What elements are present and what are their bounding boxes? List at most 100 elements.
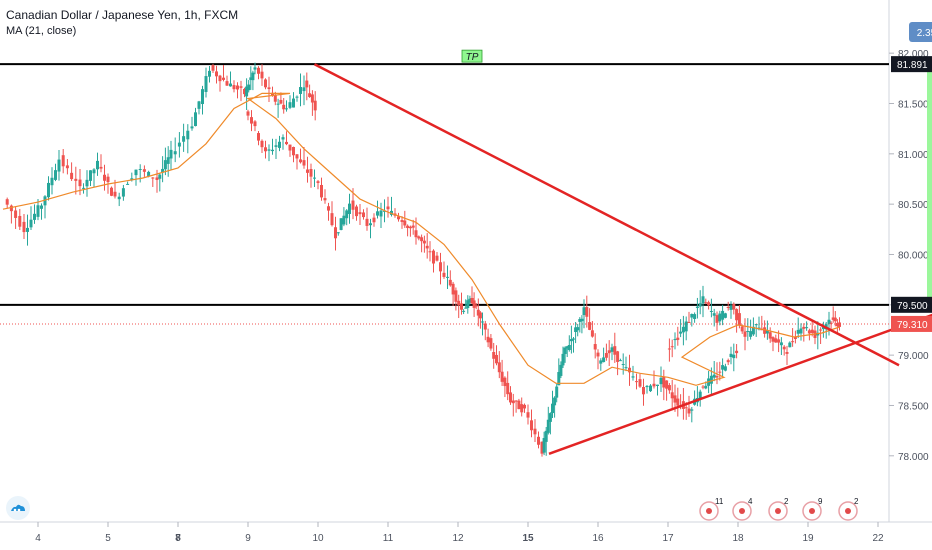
x-tick-label: 5 <box>105 533 111 544</box>
candle-up <box>799 328 803 334</box>
candle-down <box>215 71 218 77</box>
candle-up <box>249 77 253 80</box>
candle-down <box>218 75 222 82</box>
candle-down <box>442 272 446 277</box>
candle-down <box>403 220 407 226</box>
last-price-tag[interactable] <box>891 315 932 332</box>
chart-title: Canadian Dollar / Japanese Yen, 1h, FXCM <box>6 8 239 22</box>
candle-down <box>509 392 512 403</box>
candle-down <box>489 338 493 349</box>
candle-down <box>616 351 620 362</box>
candle-up <box>173 151 177 155</box>
candle-down <box>232 85 236 90</box>
candle-down <box>264 147 267 152</box>
candle-up <box>40 205 43 209</box>
candle-up <box>690 313 694 318</box>
y-tick-label: 78.500 <box>898 401 929 412</box>
candle-up <box>621 364 625 366</box>
event-count: 9 <box>818 497 823 506</box>
candle-up <box>567 345 571 351</box>
candle-down <box>420 237 424 242</box>
candle-down <box>239 86 243 88</box>
candle-up <box>245 86 249 97</box>
tp-price-tag[interactable] <box>891 56 932 73</box>
candle-down <box>718 371 722 373</box>
candle-down <box>103 174 106 181</box>
candle-up <box>201 89 204 105</box>
event-dot <box>809 508 815 514</box>
candle-down <box>70 172 74 180</box>
candle-down <box>365 218 369 226</box>
candle-down <box>222 77 225 80</box>
tradingview-logo-icon[interactable] <box>6 496 30 520</box>
candle-up <box>251 72 255 81</box>
candle-up <box>299 87 302 94</box>
candle-down <box>807 330 811 334</box>
candle-down <box>726 360 730 363</box>
candle-up <box>50 177 54 186</box>
y-tick-label: 81.000 <box>898 150 929 161</box>
candle-up <box>278 141 281 148</box>
candle-down <box>684 407 688 409</box>
candle-up <box>698 391 702 400</box>
candle-up <box>134 169 138 176</box>
candle-up <box>163 160 167 170</box>
candle-down <box>225 81 229 86</box>
y-tick-label: 82.000 <box>898 49 929 60</box>
candle-up <box>466 300 470 309</box>
candle-up <box>54 170 57 180</box>
candle-down <box>260 71 264 79</box>
candle-down <box>735 350 739 354</box>
indicator-label[interactable]: MA (21, close) <box>6 25 77 37</box>
candle-up <box>551 403 554 414</box>
candle-up <box>779 342 783 346</box>
candle-down <box>768 332 772 339</box>
candle-up <box>383 210 386 212</box>
candle-up <box>253 67 257 70</box>
candle-down <box>400 220 404 222</box>
candle-down <box>537 436 540 445</box>
candle-down <box>802 326 806 329</box>
measure-badge[interactable] <box>909 22 932 42</box>
buy-price-tag[interactable] <box>891 296 932 313</box>
candle-down <box>497 362 501 373</box>
candle-down <box>673 395 677 403</box>
x-tick-label: 17 <box>662 533 674 544</box>
target-zone[interactable] <box>927 64 932 305</box>
x-tick-label: 8 <box>175 533 181 544</box>
candle-up <box>721 310 725 320</box>
candle-down <box>829 322 833 324</box>
candle-down <box>687 408 691 414</box>
candle-up <box>582 307 586 316</box>
candle-down <box>425 245 429 249</box>
candle-down <box>474 305 478 307</box>
support-trendline[interactable] <box>548 312 932 455</box>
candle-down <box>106 176 110 183</box>
candle-up <box>542 438 546 453</box>
candle-down <box>676 398 680 406</box>
candle-down <box>676 337 680 340</box>
event-count: 2 <box>854 497 859 506</box>
candle-down <box>414 230 418 238</box>
candle-up <box>563 347 567 354</box>
resistance-trendline[interactable] <box>313 63 900 367</box>
candle-down <box>358 212 362 215</box>
candle-up <box>704 385 708 389</box>
candle-up <box>618 360 622 362</box>
candle-up <box>578 319 582 322</box>
candle-down <box>831 317 835 320</box>
candle-up <box>729 305 733 310</box>
candle-up <box>292 98 295 108</box>
candle-up <box>805 327 809 329</box>
candle-up <box>117 196 121 200</box>
candle-up <box>186 130 190 140</box>
candle-down <box>151 177 155 179</box>
candle-down <box>457 300 461 306</box>
candle-down <box>670 392 674 399</box>
candle-down <box>604 353 608 358</box>
candle-down <box>406 225 410 229</box>
x-tick-label: 18 <box>732 533 744 544</box>
moving-average-line[interactable] <box>2 92 840 386</box>
candle-down <box>260 140 264 148</box>
